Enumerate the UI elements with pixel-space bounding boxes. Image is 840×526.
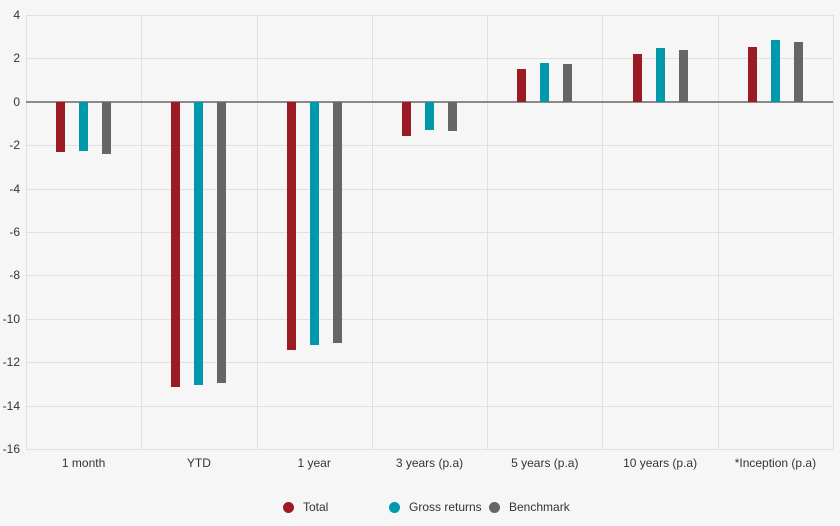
gridline-horizontal [26, 232, 833, 233]
bar-benchmark-5-years-p-a [563, 63, 573, 102]
y-axis-tick-label: 0 [13, 94, 20, 109]
gridline-horizontal [26, 145, 833, 147]
bar-gross-returns-5-years-p-a [540, 62, 550, 102]
bar-gross-returns-10-years-p-a [655, 47, 665, 102]
legend-label-benchmark: Benchmark [509, 500, 570, 514]
x-axis-label-ytd: YTD [186, 456, 211, 470]
bar-total-10-years-p-a [632, 54, 642, 102]
y-axis-tick-label: -12 [2, 355, 20, 370]
gridline-horizontal [26, 58, 833, 60]
y-axis-tick-label: -14 [2, 398, 20, 413]
legend-marker-benchmark [489, 501, 500, 513]
gridline-horizontal [26, 188, 833, 190]
bar-benchmark-3-years-p-a [448, 101, 457, 132]
bar-benchmark-ytd [217, 101, 227, 383]
legend-label-total: Total [303, 500, 329, 514]
bar-total-ytd [171, 101, 181, 388]
y-axis-tick-label: 2 [13, 51, 20, 66]
gridline-horizontal [26, 275, 833, 277]
bar-gross-returns-1-year [309, 101, 319, 345]
x-axis-label-10-years-p-a: 10 years (p.a) [623, 456, 698, 470]
bar-gross-returns-ytd [194, 101, 204, 385]
bar-gross-returns-inception-p-a [770, 40, 780, 102]
x-axis-label-1-year: 1 year [297, 456, 331, 470]
gridline-horizontal [26, 15, 833, 16]
bar-total-5-years-p-a [517, 69, 527, 102]
bar-benchmark-inception-p-a [793, 42, 803, 102]
bar-total-1-year [286, 101, 296, 351]
y-axis-tick-label: 4 [13, 8, 20, 22]
legend-item-total[interactable]: Total [283, 500, 328, 514]
y-axis-tick-label: -4 [9, 181, 20, 196]
bar-total-inception-p-a [747, 46, 757, 102]
legend-marker-total [283, 501, 294, 513]
legend-item-gross-returns[interactable]: Gross returns [389, 500, 482, 514]
legend-item-benchmark[interactable]: Benchmark [489, 500, 570, 514]
gridline-horizontal [26, 362, 833, 364]
y-axis-tick-label: -16 [2, 442, 20, 456]
x-axis-label-inception-p-a: *Inception (p.a) [734, 456, 817, 470]
y-axis-tick-label: -2 [9, 138, 20, 153]
x-axis-label-3-years-p-a: 3 years (p.a) [395, 456, 464, 470]
gridline-horizontal [26, 449, 833, 450]
bar-benchmark-1-month [102, 101, 112, 154]
bar-gross-returns-1-month [79, 101, 89, 151]
gridline-horizontal [26, 405, 833, 407]
gridline-horizontal [26, 318, 833, 320]
legend-label-gross-returns: Gross returns [409, 500, 482, 514]
legend-marker-gross-returns [389, 501, 400, 513]
bar-benchmark-10-years-p-a [678, 49, 688, 102]
y-axis-tick-label: -6 [9, 225, 20, 239]
bar-gross-returns-3-years-p-a [425, 101, 434, 130]
y-axis-tick-label: -8 [9, 268, 20, 283]
x-axis-label-5-years-p-a: 5 years (p.a) [511, 456, 579, 470]
gridline-vertical [833, 15, 834, 449]
bar-benchmark-1-year [332, 101, 342, 343]
x-axis-label-1-month: 1 month [61, 456, 106, 470]
bar-total-3-years-p-a [402, 101, 411, 137]
y-axis-tick-label: -10 [2, 311, 20, 326]
bar-total-1-month [56, 101, 66, 152]
